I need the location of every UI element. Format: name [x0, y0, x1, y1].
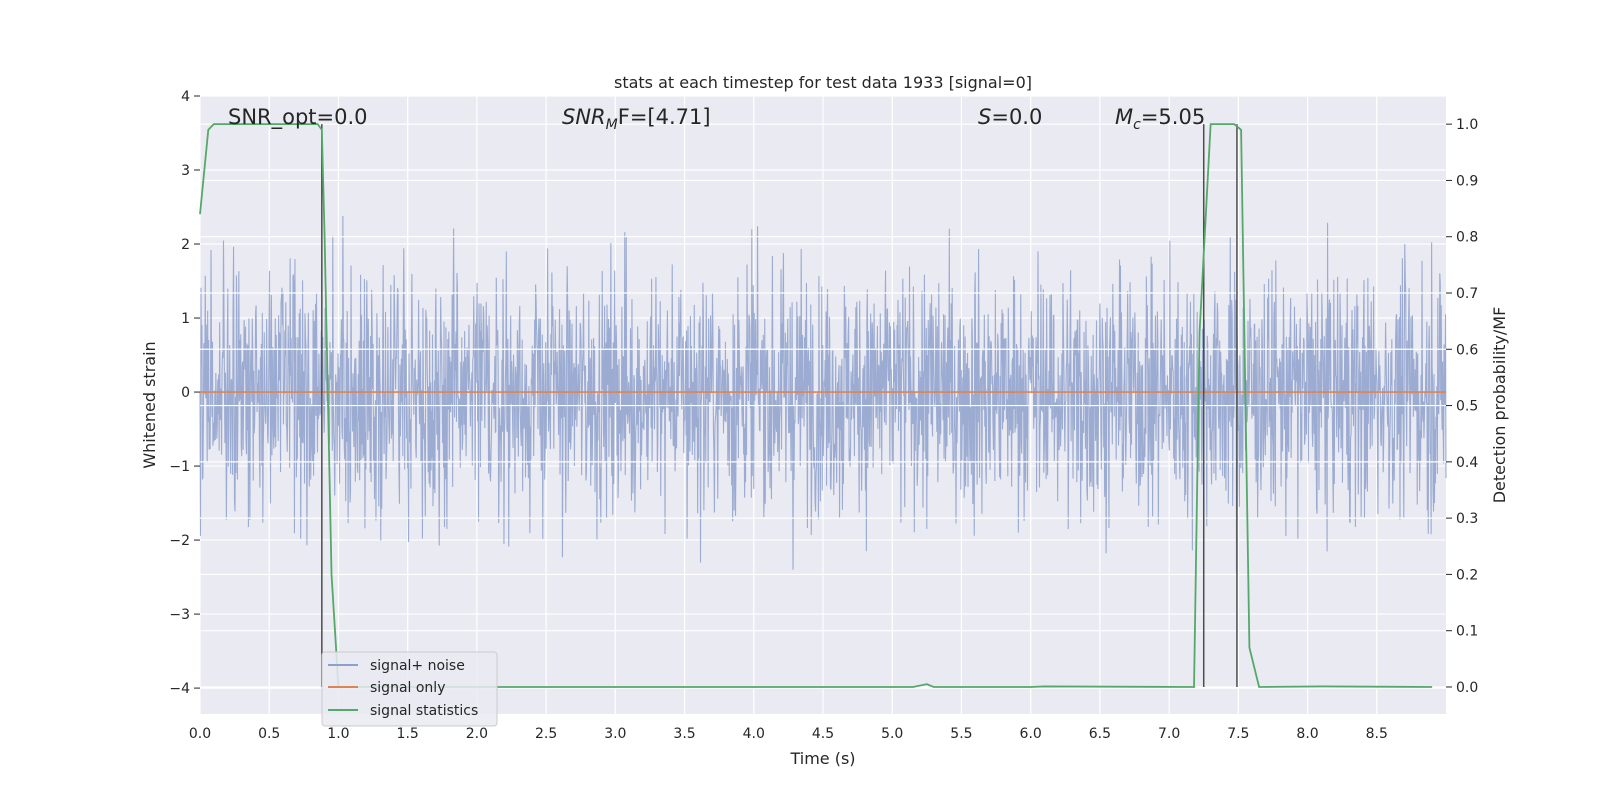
- annotation-mc: Mc=5.05: [1115, 105, 1205, 133]
- y2-tick-label: 0.2: [1456, 567, 1478, 583]
- annotation-snr-opt: SNR_opt=0.0: [228, 105, 368, 130]
- y2-tick-label: 0.4: [1456, 455, 1478, 471]
- x-tick-label: 3.5: [673, 726, 695, 742]
- annotation-s: S=0.0: [978, 105, 1042, 129]
- x-tick-label: 1.5: [397, 726, 419, 742]
- legend-label-stats: signal statistics: [370, 703, 478, 719]
- y2-tick-label: 0.7: [1456, 286, 1478, 302]
- x-tick-label: 2.5: [535, 726, 557, 742]
- x-tick-label: 2.0: [466, 726, 488, 742]
- x-tick-label: 5.0: [881, 726, 903, 742]
- x-tick-label: 0.0: [189, 726, 211, 742]
- y-tick-label: 4: [181, 89, 190, 105]
- signal-statistics-series: [199, 123, 1433, 688]
- legend-box: [321, 651, 498, 727]
- signal-noise-series: [199, 215, 1447, 573]
- x-tick-label: 7.5: [1227, 726, 1249, 742]
- x-tick-labels: 0.0 0.5 1.0 1.5 2.0 2.5 3.0 3.5 4.0 4.5 5.0 5.5 6.0 6…: [189, 726, 1388, 742]
- x-tick-label: 4.0: [743, 726, 765, 742]
- y2-tick-label: 0.0: [1456, 680, 1478, 696]
- legend-label-noise: signal+ noise: [370, 658, 465, 674]
- x-axis-label: Time (s): [789, 749, 855, 768]
- legend: signal+ noise signal only signal statist…: [321, 651, 498, 727]
- y2-tick-label: 0.8: [1456, 230, 1478, 246]
- legend-label-signal: signal only: [370, 680, 445, 696]
- y2-tick-label: 1.0: [1456, 117, 1478, 133]
- x-tick-label: 8.5: [1366, 726, 1388, 742]
- x-tick-label: 6.5: [1089, 726, 1111, 742]
- vertical-markers: [321, 124, 1238, 687]
- y-tick-label: 3: [181, 163, 190, 179]
- x-tick-label: 1.0: [327, 726, 349, 742]
- y-tick-label: −4: [169, 681, 190, 697]
- y2-tick-label: 0.3: [1456, 511, 1478, 527]
- x-tick-label: 3.0: [604, 726, 626, 742]
- x-tick-label: 7.0: [1158, 726, 1180, 742]
- y-tick-label: −2: [169, 533, 190, 549]
- x-tick-label: 8.0: [1296, 726, 1318, 742]
- x-tick-label: 0.5: [258, 726, 280, 742]
- y-tick-label: −1: [169, 459, 190, 475]
- y-axis-label: Whitened strain: [140, 341, 159, 468]
- y-tick-label: 1: [181, 311, 190, 327]
- y-tick-labels: 4 3 2 1 0 −1 −2 −3 −4: [169, 89, 200, 697]
- x-tick-label: 5.5: [950, 726, 972, 742]
- y2-axis-label: Detection probability/MF: [1490, 307, 1509, 504]
- annotation-snr-mf: SNRMF=[4.71]: [562, 105, 711, 133]
- y2-tick-label: 0.1: [1456, 624, 1478, 640]
- y-tick-label: 2: [181, 237, 190, 253]
- y-tick-label: 0: [181, 385, 190, 401]
- y-tick-label: −3: [169, 607, 190, 623]
- chart-title: stats at each timestep for test data 193…: [614, 73, 1032, 92]
- signal-statistics-line: [199, 123, 1433, 688]
- y2-tick-labels: 1.0 0.9 0.8 0.7 0.6 0.5 0.4 0.3 0.2 0.1 0.0: [1446, 117, 1478, 696]
- y2-tick-label: 0.5: [1456, 399, 1478, 415]
- y2-tick-label: 0.9: [1456, 173, 1478, 189]
- signal-noise-line: [199, 215, 1447, 573]
- y2-tick-label: 0.6: [1456, 342, 1478, 358]
- x-tick-label: 4.5: [812, 726, 834, 742]
- x-tick-label: 6.0: [1020, 726, 1042, 742]
